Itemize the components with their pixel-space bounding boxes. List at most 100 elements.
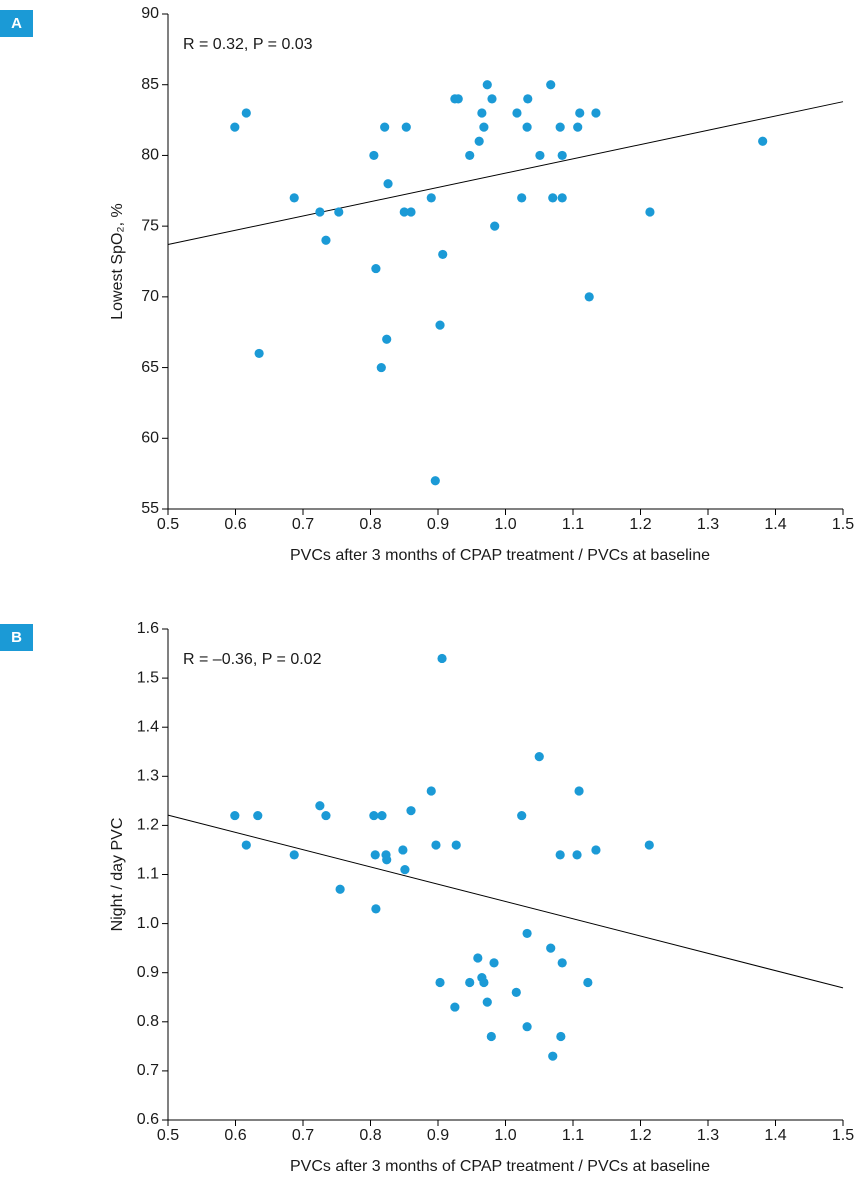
point <box>376 362 386 373</box>
x-tick-label: 0.8 <box>359 1127 381 1144</box>
y-axis-label: Night / day PVC <box>109 818 126 932</box>
x-tick-label: 1.5 <box>832 516 854 533</box>
point <box>535 150 545 161</box>
point <box>482 997 492 1007</box>
y-tick-label: 90 <box>141 5 159 22</box>
y-tick-label: 55 <box>141 500 159 517</box>
annotation: R = –0.36, P = 0.02 <box>183 651 322 668</box>
point <box>555 122 565 132</box>
y-tick-label: 60 <box>141 430 159 447</box>
point <box>382 855 392 865</box>
point <box>486 1031 496 1042</box>
point <box>548 1051 558 1061</box>
point <box>477 108 487 118</box>
point <box>371 263 381 274</box>
point <box>230 810 240 821</box>
point <box>453 94 463 104</box>
point <box>431 840 441 850</box>
point <box>321 810 331 821</box>
point <box>522 1022 532 1032</box>
point <box>473 953 483 963</box>
y-tick-label: 85 <box>141 76 159 93</box>
point <box>517 810 527 821</box>
y-tick-label: 0.6 <box>137 1111 159 1128</box>
trend-line <box>167 101 844 246</box>
x-axis-label: PVCs after 3 months of CPAP treatment / … <box>290 547 710 564</box>
point <box>474 136 484 146</box>
point <box>426 193 436 203</box>
x-tick-label: 1.1 <box>562 1127 584 1144</box>
y-tick-label: 0.8 <box>137 1013 159 1030</box>
point <box>591 108 601 118</box>
point <box>573 122 583 132</box>
point <box>517 193 527 203</box>
point <box>370 850 380 860</box>
point <box>645 207 655 217</box>
point <box>315 801 325 811</box>
point <box>758 136 768 146</box>
point <box>575 108 585 118</box>
point <box>321 235 331 245</box>
annotation: R = 0.32, P = 0.03 <box>183 36 313 53</box>
point <box>583 977 593 988</box>
point <box>490 221 500 231</box>
point <box>253 810 263 821</box>
x-tick-label: 1.4 <box>764 516 786 533</box>
point <box>289 850 299 860</box>
point <box>555 850 565 860</box>
panel-label: A <box>11 15 22 32</box>
y-tick-label: 1.1 <box>137 866 159 883</box>
y-tick-label: 70 <box>141 288 159 305</box>
point <box>548 193 558 203</box>
point <box>523 94 533 104</box>
point <box>371 904 381 914</box>
point <box>546 943 556 953</box>
point <box>556 1031 566 1042</box>
point <box>406 806 416 816</box>
point <box>437 653 447 664</box>
point <box>451 840 461 850</box>
x-tick-label: 1.2 <box>629 1127 651 1144</box>
y-axis-label: Lowest SpO₂, % <box>109 203 126 319</box>
point <box>584 292 594 302</box>
point <box>435 320 445 330</box>
point <box>522 122 532 132</box>
point <box>546 80 556 90</box>
x-tick-label: 0.9 <box>427 516 449 533</box>
x-tick-label: 1.4 <box>764 1127 786 1144</box>
point <box>574 786 584 796</box>
x-tick-label: 1.3 <box>697 1127 719 1144</box>
y-tick-label: 1.0 <box>137 915 159 932</box>
x-tick-label: 1.0 <box>494 1127 516 1144</box>
x-tick-label: 0.8 <box>359 516 381 533</box>
point <box>522 928 532 939</box>
point <box>450 1002 460 1012</box>
y-tick-label: 65 <box>141 359 159 376</box>
point <box>487 94 497 104</box>
point <box>489 958 499 968</box>
point <box>399 207 409 217</box>
point <box>241 108 251 118</box>
point <box>465 977 475 988</box>
point <box>230 122 240 132</box>
x-tick-label: 1.3 <box>697 516 719 533</box>
panel-badge <box>0 624 33 651</box>
x-tick-label: 0.9 <box>427 1127 449 1144</box>
point <box>557 958 567 968</box>
point <box>400 864 410 875</box>
point <box>383 179 393 189</box>
y-tick-label: 1.4 <box>137 718 159 735</box>
y-tick-label: 80 <box>141 147 159 164</box>
x-tick-label: 0.7 <box>292 516 314 533</box>
point <box>511 987 521 997</box>
point <box>401 122 411 132</box>
y-tick-label: 0.9 <box>137 964 159 981</box>
point <box>534 752 544 762</box>
x-tick-label: 0.6 <box>224 516 246 533</box>
point <box>644 840 654 850</box>
point <box>557 193 567 203</box>
x-tick-label: 0.6 <box>224 1127 246 1144</box>
point <box>398 845 408 855</box>
x-tick-label: 1.1 <box>562 516 584 533</box>
